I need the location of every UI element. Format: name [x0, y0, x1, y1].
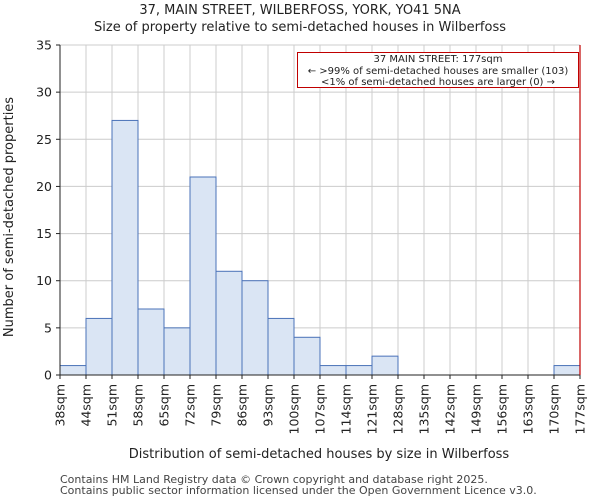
footer-line-2: Contains public sector information licen… [60, 484, 537, 497]
x-axis-label: Distribution of semi-detached houses by … [129, 447, 510, 462]
x-tick-label: 100sqm [287, 384, 302, 434]
annotation-line-3: <1% of semi-detached houses are larger (… [320, 77, 556, 88]
x-tick-label: 72sqm [183, 384, 198, 427]
bars [59, 119, 581, 376]
y-axis-label: Number of semi-detached properties [2, 97, 17, 337]
y-tick-labels: 0 5 10 15 20 25 30 35 [36, 38, 60, 383]
x-tick-labels: 38sqm 44sqm 51sqm 58sqm 65sqm 72sqm 79sqm 86sqm… [53, 375, 588, 434]
bar [371, 355, 399, 376]
x-tick-label: 93sqm [261, 384, 276, 427]
x-tick-label: 65sqm [157, 384, 172, 427]
footer-line-1: Contains HM Land Registry data © Crown c… [60, 473, 488, 486]
x-tick-label: 79sqm [209, 384, 224, 427]
x-tick-label: 142sqm [443, 384, 458, 434]
y-tick-label: 0 [44, 368, 52, 383]
y-tick-label: 15 [36, 226, 52, 241]
y-tick-label: 30 [36, 85, 52, 100]
bar [85, 317, 113, 376]
bar [345, 365, 373, 376]
bar [189, 176, 217, 376]
bar [241, 280, 269, 376]
x-tick-label: 107sqm [313, 384, 328, 434]
x-tick-label: 156sqm [495, 384, 510, 434]
bar [215, 270, 243, 376]
x-tick-label: 135sqm [417, 384, 432, 434]
x-tick-label: 38sqm [53, 384, 68, 427]
bar [553, 365, 581, 376]
y-tick-label: 20 [36, 179, 52, 194]
bar [111, 119, 139, 376]
bar [319, 365, 347, 376]
x-tick-label: 177sqm [573, 384, 588, 434]
x-tick-label: 170sqm [547, 384, 562, 434]
y-tick-label: 35 [36, 38, 52, 53]
y-tick-label: 10 [36, 273, 52, 288]
x-tick-label: 121sqm [365, 384, 380, 434]
x-tick-label: 44sqm [79, 384, 94, 427]
chart-subtitle: Size of property relative to semi-detach… [94, 20, 506, 35]
x-tick-label: 51sqm [105, 384, 120, 427]
y-tick-label: 25 [36, 132, 52, 147]
y-tick-label: 5 [44, 320, 52, 335]
x-tick-label: 58sqm [131, 384, 146, 427]
annotation-box: 37 MAIN STREET: 177sqm ← >99% of semi-de… [297, 52, 579, 88]
bar [59, 365, 87, 376]
x-tick-label: 149sqm [469, 384, 484, 434]
x-tick-label: 86sqm [235, 384, 250, 427]
annotation-line-2: ← >99% of semi-detached houses are small… [307, 65, 569, 77]
x-tick-label: 128sqm [391, 384, 406, 434]
bar [137, 308, 165, 376]
x-tick-label: 163sqm [521, 384, 536, 434]
chart-title: 37, MAIN STREET, WILBERFOSS, YORK, YO41 … [139, 3, 461, 18]
annotation-line-1: 37 MAIN STREET: 177sqm [373, 54, 503, 65]
bar [267, 317, 295, 376]
bar [293, 336, 321, 376]
bar [163, 327, 191, 376]
x-tick-label: 114sqm [339, 384, 354, 434]
